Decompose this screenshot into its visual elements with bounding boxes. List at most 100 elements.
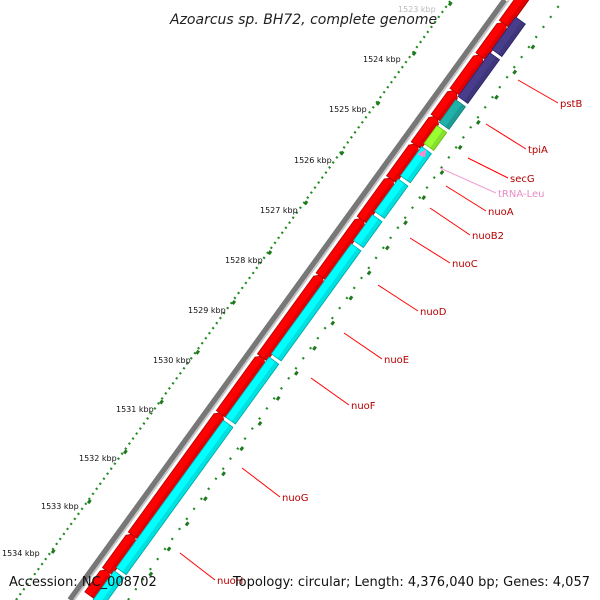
minor-tick	[240, 286, 244, 290]
minor-tick	[425, 186, 429, 190]
minor-tick	[222, 311, 226, 315]
label-leader-line	[467, 157, 509, 179]
major-tick	[421, 195, 427, 201]
minor-tick	[124, 447, 128, 451]
major-tick	[403, 220, 408, 226]
tpiA-gene-block	[438, 99, 467, 130]
minor-tick	[255, 266, 259, 270]
major-tick	[303, 200, 309, 206]
minor-tick	[148, 567, 152, 571]
label-leader-line	[179, 552, 216, 581]
forward-gene-block-shade	[90, 575, 110, 599]
minor-tick	[66, 527, 70, 531]
minor-tick	[62, 532, 66, 536]
minor-tick	[120, 452, 124, 456]
minor-tick	[149, 412, 153, 415]
minor-tick	[76, 512, 80, 516]
minor-tick	[73, 517, 77, 521]
gene-label-nuob2: nuoB2	[472, 231, 504, 242]
minor-tick	[469, 125, 473, 129]
minor-tick	[226, 306, 230, 310]
minor-tick	[218, 316, 222, 320]
reverse-gene-block-shade	[277, 248, 361, 361]
minor-tick	[244, 281, 248, 285]
minor-tick	[396, 226, 400, 230]
minor-tick	[316, 336, 320, 340]
major-tick	[50, 548, 56, 554]
forward-gene-block-shade	[481, 27, 507, 60]
minor-tick	[418, 196, 422, 200]
minor-tick	[415, 45, 419, 49]
forward-gene-block-shade	[108, 539, 136, 575]
minor-tick	[207, 331, 211, 335]
forward-gene-block	[84, 569, 111, 600]
major-tick	[195, 349, 201, 355]
minor-tick	[211, 326, 215, 330]
minor-tick	[534, 35, 538, 39]
gene-label-nuoh: nuoH	[217, 576, 243, 587]
minor-tick	[142, 422, 146, 425]
map-title: Azoarcus sp. BH72, complete genome	[169, 12, 437, 28]
minor-tick	[433, 20, 437, 24]
major-tick	[257, 421, 263, 427]
minor-tick	[291, 216, 295, 220]
minor-tick	[84, 502, 88, 506]
secG-gene-block	[423, 125, 448, 151]
minor-tick	[55, 542, 59, 546]
minor-tick	[288, 221, 292, 225]
major-tick	[375, 100, 381, 106]
secG-gene-block-shade	[430, 129, 447, 151]
minor-tick	[258, 261, 262, 265]
minor-tick	[91, 492, 95, 496]
minor-tick	[386, 85, 390, 89]
minor-tick	[368, 110, 372, 114]
gene-label-nuoa: nuoA	[488, 207, 514, 218]
label-leader-line	[241, 467, 281, 498]
major-tick	[411, 51, 417, 57]
minor-tick	[185, 517, 189, 521]
minor-tick	[22, 587, 26, 591]
forward-gene-block	[127, 411, 225, 540]
forward-gene-block-shade	[322, 223, 365, 280]
minor-tick	[393, 75, 397, 79]
accession-text: Accession: NC_008702	[9, 575, 157, 590]
major-tick	[447, 1, 453, 7]
minor-tick	[80, 507, 84, 511]
forward-gene-block	[215, 355, 266, 419]
major-tick	[293, 370, 299, 376]
minor-tick	[33, 572, 37, 576]
minor-tick	[229, 457, 232, 461]
minor-tick	[371, 105, 375, 109]
kbp-label: 1524 kbp	[363, 55, 401, 64]
other-gene-block-shade	[498, 21, 526, 57]
forward-gene-block	[410, 115, 439, 150]
minor-tick	[102, 477, 106, 481]
gene-label-nuoc: nuoC	[452, 259, 478, 270]
minor-tick	[295, 211, 299, 215]
minor-tick	[541, 25, 545, 29]
major-tick	[339, 150, 345, 156]
minor-tick	[251, 271, 255, 275]
minor-tick	[279, 386, 283, 390]
minor-tick	[345, 296, 349, 300]
gene-label-nuoe: nuoE	[384, 355, 409, 366]
minor-tick	[323, 326, 327, 330]
minor-tick	[454, 145, 458, 149]
major-tick	[166, 546, 172, 552]
minor-tick	[389, 236, 393, 240]
minor-tick	[382, 90, 386, 94]
minor-tick	[313, 186, 317, 190]
minor-tick	[170, 537, 174, 541]
forward-gene-block-shade	[455, 60, 484, 96]
forward-gene-block-shade	[392, 149, 419, 183]
minor-tick	[331, 161, 335, 164]
reverse-gene-block-shade	[102, 575, 124, 600]
minor-tick	[87, 497, 91, 501]
minor-tick	[349, 135, 353, 139]
minor-tick	[461, 135, 465, 139]
genome-backbone-highlight	[73, 0, 510, 600]
minor-tick	[483, 105, 487, 109]
major-tick	[239, 446, 245, 452]
minor-tick	[273, 241, 277, 245]
